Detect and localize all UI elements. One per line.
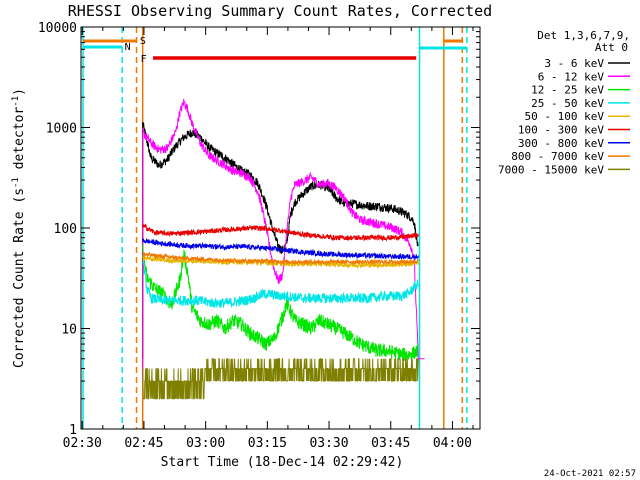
series-line xyxy=(142,223,419,242)
x-axis-label: Start Time (18-Dec-14 02:29:42) xyxy=(161,455,404,470)
y-axis-label-end: ) xyxy=(12,88,27,96)
legend-label: 300 - 800 keV xyxy=(518,137,604,150)
x-tick-label: 04:00 xyxy=(433,436,472,451)
y-tick-label: 10000 xyxy=(38,21,77,36)
y-axis-label-mid: detector xyxy=(12,107,27,178)
legend-header: Att 0 xyxy=(595,41,628,54)
data-series xyxy=(142,98,425,400)
series-line xyxy=(142,121,419,254)
x-tick-label: 03:00 xyxy=(186,436,225,451)
x-tick-label: 03:45 xyxy=(371,436,410,451)
x-tick-label: 02:45 xyxy=(124,436,163,451)
legend-label: 12 - 25 keV xyxy=(531,84,604,97)
flag-label-s: S xyxy=(140,36,146,47)
series-line xyxy=(142,358,419,400)
legend-label: 800 - 7000 keV xyxy=(511,150,604,163)
y-axis-label-sup: -1 xyxy=(11,177,21,188)
y-tick-label: 1000 xyxy=(46,122,77,137)
flag-label-n: N xyxy=(125,42,131,53)
x-tick-label: 03:15 xyxy=(248,436,287,451)
legend-label: 3 - 6 keV xyxy=(544,57,604,70)
y-tick-label: 100 xyxy=(54,222,77,237)
series-line xyxy=(142,261,419,309)
y-axis-label-sup2: -1 xyxy=(11,96,21,107)
legend-label: 7000 - 15000 keV xyxy=(498,163,604,176)
x-axis: 02:30 02:45 03:00 03:15 03:30 03:45 04:00 xyxy=(63,27,474,451)
y-axis: 1 10 100 1000 10000 xyxy=(38,21,480,438)
legend-label: 25 - 50 keV xyxy=(531,97,604,110)
chart-title: RHESSI Observing Summary Count Rates, Co… xyxy=(68,2,492,20)
series-line xyxy=(142,98,425,361)
legend-label: 100 - 300 keV xyxy=(518,124,604,137)
x-tick-label: 03:30 xyxy=(309,436,348,451)
y-axis-label: Corrected Count Rate (s-1 detector-1) xyxy=(11,88,27,368)
y-axis-label-main: Corrected Count Rate (s xyxy=(12,188,27,368)
series-line xyxy=(142,251,419,266)
legend-label: 50 - 100 keV xyxy=(525,110,605,123)
observing-flags: SNF xyxy=(83,36,467,65)
y-tick-label: 10 xyxy=(61,323,77,338)
series-line xyxy=(142,237,419,260)
y-tick-label: 1 xyxy=(69,423,77,438)
flag-label-f: F xyxy=(141,54,147,65)
timestamp: 24-Oct-2021 02:57 xyxy=(544,469,636,479)
x-tick-label: 02:30 xyxy=(63,436,102,451)
legend-header: Det 1,3,6,7,9, xyxy=(537,29,630,42)
legend-label: 6 - 12 keV xyxy=(538,70,605,83)
series-line xyxy=(142,244,419,361)
